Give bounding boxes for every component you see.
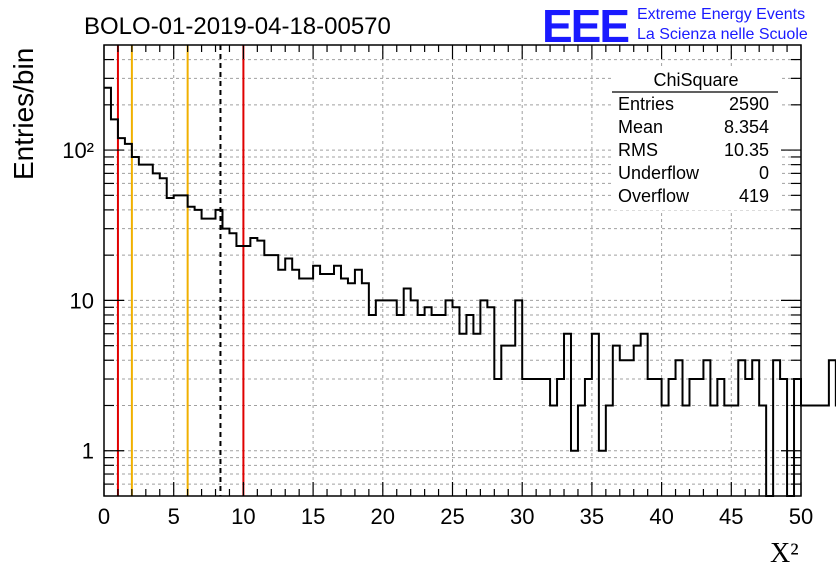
stats-label: RMS [618, 140, 658, 160]
logo-mark: EEE [542, 0, 628, 52]
chart-title: BOLO-01-2019-04-18-00570 [84, 13, 391, 40]
y-tick-label: 10² [62, 138, 94, 163]
axis-ticks [103, 45, 802, 496]
stats-title: ChiSquare [653, 70, 738, 90]
reference-lines [116, 45, 245, 496]
stats-value: 419 [739, 186, 769, 206]
y-axis-label: Entries/bin [8, 48, 39, 180]
x-tick-label: 50 [789, 504, 813, 529]
logo: EEE Extreme Energy Events La Scienza nel… [542, 0, 808, 52]
histogram-series [104, 86, 836, 497]
stats-label: Underflow [618, 163, 700, 183]
stats-value: 2590 [729, 94, 769, 114]
stats-label: Entries [618, 94, 674, 114]
x-tick-label: 35 [580, 504, 604, 529]
stats-box: ChiSquare Entries 2590 Mean 8.354 RMS 10.35 Un… [612, 68, 780, 210]
stats-label: Overflow [618, 186, 690, 206]
stats-label: Mean [618, 117, 663, 137]
stats-value: 10.35 [724, 140, 769, 160]
x-tick-label: 0 [98, 504, 110, 529]
x-tick-label: 15 [301, 504, 325, 529]
y-tick-labels: 1 10 10² [62, 138, 94, 464]
stats-value: 8.354 [724, 117, 769, 137]
x-tick-label: 30 [510, 504, 534, 529]
x-tick-label: 25 [440, 504, 464, 529]
x-tick-labels: 0 5 10 15 20 25 30 35 40 45 50 [98, 504, 813, 529]
x-tick-label: 5 [168, 504, 180, 529]
x-tick-label: 10 [231, 504, 255, 529]
logo-line2: La Scienza nelle Scuole [637, 26, 808, 43]
stats-rows: Entries 2590 Mean 8.354 RMS 10.35 Underflow 0 Ov… [618, 94, 769, 206]
x-tick-label: 40 [649, 504, 673, 529]
stats-value: 0 [759, 163, 769, 183]
x-tick-label: 20 [371, 504, 395, 529]
logo-line1: Extreme Energy Events [637, 6, 805, 23]
x-axis-label: X² [770, 538, 799, 569]
y-tick-label: 10 [70, 288, 94, 313]
x-tick-label: 45 [719, 504, 743, 529]
y-tick-label: 1 [82, 439, 94, 464]
